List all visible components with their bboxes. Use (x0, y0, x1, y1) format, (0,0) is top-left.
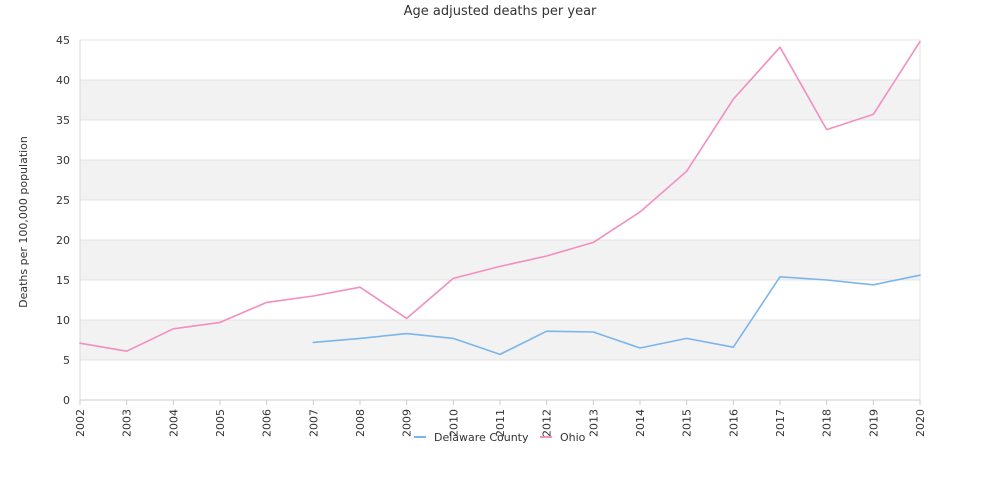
x-tick-label: 2009 (401, 409, 414, 437)
x-tick-label: 2002 (74, 409, 87, 437)
y-tick-label: 0 (63, 394, 70, 407)
chart-title: Age adjusted deaths per year (404, 4, 597, 19)
grid-band (80, 40, 920, 80)
grid-band (80, 320, 920, 360)
x-tick-label: 2013 (587, 409, 600, 437)
series-lines (79, 40, 921, 356)
x-tick-label: 2003 (121, 409, 134, 437)
x-tick-label: 2020 (914, 409, 927, 437)
y-tick-label: 15 (56, 274, 70, 287)
y-tick-label: 40 (56, 74, 70, 87)
x-tick-label: 2011 (494, 409, 507, 437)
grid-band (80, 200, 920, 240)
x-tick-label: 2014 (634, 409, 647, 437)
y-tick-label: 20 (56, 234, 70, 247)
x-axis-ticks: 2002 2003 2004 2005 2006 2007 2008 2009 2010 2011… (74, 400, 927, 437)
series-line-ohio[interactable] (79, 40, 921, 353)
x-tick-label: 2004 (167, 409, 180, 437)
x-tick-label: 2005 (214, 409, 227, 437)
grid-band (80, 160, 920, 200)
x-tick-label: 2018 (821, 409, 834, 437)
y-axis-ticks: 0 5 10 15 20 25 30 35 40 45 (56, 34, 70, 407)
series-line-delaware-county[interactable] (312, 274, 921, 356)
legend-item-delaware-county[interactable]: Delaware County (414, 431, 529, 444)
x-tick-label: 2016 (727, 409, 740, 437)
x-tick-label: 2015 (681, 409, 694, 437)
y-tick-label: 5 (63, 354, 70, 367)
plot-background-bands (80, 40, 920, 400)
x-tick-label: 2006 (261, 409, 274, 437)
grid-band (80, 80, 920, 120)
grid-band (80, 120, 920, 160)
y-axis-title: Deaths per 100,000 population (17, 136, 30, 308)
x-tick-label: 2012 (541, 409, 554, 437)
x-tick-label: 2007 (307, 409, 320, 437)
legend-label: Ohio (560, 431, 586, 444)
legend-label: Delaware County (434, 431, 529, 444)
legend[interactable]: Delaware County Ohio (414, 431, 586, 444)
y-tick-label: 35 (56, 114, 70, 127)
y-tick-label: 45 (56, 34, 70, 47)
grid-band (80, 360, 920, 400)
y-tick-label: 30 (56, 154, 70, 167)
x-tick-label: 2019 (867, 409, 880, 437)
y-tick-label: 10 (56, 314, 70, 327)
grid-band (80, 240, 920, 280)
legend-item-ohio[interactable]: Ohio (540, 431, 586, 444)
x-tick-label: 2010 (447, 409, 460, 437)
grid-band (80, 280, 920, 320)
x-tick-label: 2008 (354, 409, 367, 437)
x-tick-label: 2017 (774, 409, 787, 437)
y-tick-label: 25 (56, 194, 70, 207)
gridlines (79, 39, 921, 401)
